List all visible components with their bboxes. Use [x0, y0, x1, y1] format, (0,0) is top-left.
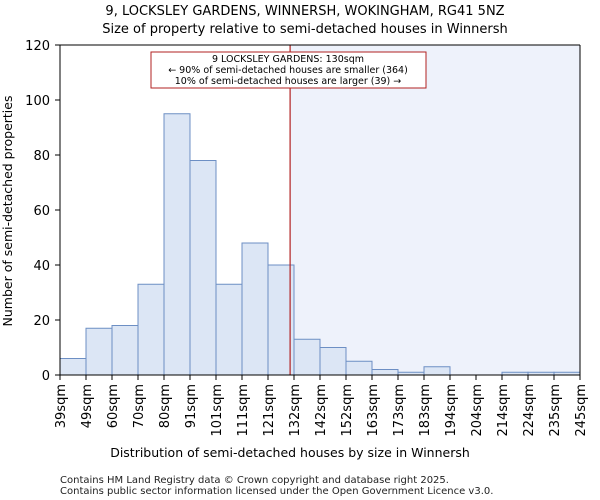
x-tick-label: 224sqm: [522, 384, 537, 437]
bar-132sqm: [293, 338, 321, 376]
x-tick-label: 204sqm: [470, 384, 485, 437]
x-tick-label: 70sqm: [132, 384, 147, 428]
annotation-box: 9 LOCKSLEY GARDENS: 130sqm ← 90% of semi…: [150, 51, 427, 89]
bar-101sqm: [215, 283, 243, 376]
annotation-line-2: ← 90% of semi-detached houses are smalle…: [168, 65, 408, 76]
x-tick-label: 183sqm: [418, 384, 433, 437]
footer-line-1: Contains HM Land Registry data © Crown c…: [60, 475, 449, 486]
y-tick-label: 100: [25, 94, 50, 109]
x-tick-label: 142sqm: [314, 384, 329, 437]
x-tick-label: 80sqm: [158, 384, 173, 428]
annotation-frame: [150, 51, 427, 89]
x-axis-label: Distribution of semi-detached houses by …: [110, 445, 470, 460]
y-tick-label: 80: [33, 149, 50, 164]
y-tick-label: 40: [33, 259, 50, 274]
x-tick-label: 60sqm: [106, 384, 121, 428]
chart-title: 9, LOCKSLEY GARDENS, WINNERSH, WOKINGHAM…: [105, 4, 504, 19]
x-tick-label: 121sqm: [262, 384, 277, 437]
bar-163sqm: [371, 369, 399, 376]
x-tick-label: 49sqm: [80, 384, 95, 428]
y-ticks-group: 0 20 40 60 80 100 120: [25, 39, 60, 384]
bar-39sqm: [59, 358, 87, 376]
footer-line-2: Contains public sector information licen…: [60, 486, 493, 497]
bar-80sqm: [163, 113, 191, 376]
y-tick-label: 120: [25, 39, 50, 54]
annotation-line-3: 10% of semi-detached houses are larger (…: [175, 76, 402, 87]
x-tick-label: 111sqm: [236, 384, 251, 437]
bar-91sqm: [189, 160, 217, 376]
bar-142sqm: [319, 347, 347, 376]
bar-111sqm: [241, 242, 269, 376]
chart-subtitle: Size of property relative to semi-detach…: [102, 22, 508, 37]
bar-152sqm: [345, 360, 373, 376]
y-tick-label: 20: [33, 314, 50, 329]
x-tick-label: 214sqm: [496, 384, 511, 437]
bar-60sqm: [111, 325, 139, 376]
x-tick-label: 132sqm: [288, 384, 303, 437]
x-tick-label: 173sqm: [392, 384, 407, 437]
x-tick-label: 152sqm: [340, 384, 355, 437]
bar-70sqm: [137, 283, 165, 376]
x-tick-label: 91sqm: [184, 384, 199, 428]
bar-183sqm: [423, 366, 451, 376]
x-ticks-group: 39sqm 49sqm 60sqm 70sqm 80sqm 91sqm 101sqm 111s…: [54, 375, 589, 437]
y-axis-label: Number of semi-detached properties: [0, 96, 15, 327]
shaded-larger-region: [290, 45, 580, 375]
x-tick-label: 235sqm: [548, 384, 563, 437]
bars-group: [59, 113, 581, 376]
x-tick-label: 39sqm: [54, 384, 69, 428]
annotation-line-1: 9 LOCKSLEY GARDENS: 130sqm: [212, 54, 364, 65]
x-tick-label: 101sqm: [210, 384, 225, 437]
x-tick-label: 245sqm: [574, 384, 589, 437]
bar-49sqm: [85, 327, 113, 376]
y-tick-label: 0: [42, 369, 50, 384]
x-tick-label: 194sqm: [444, 384, 459, 437]
x-tick-label: 163sqm: [366, 384, 381, 437]
shaded-region-group: [290, 45, 580, 375]
y-tick-label: 60: [33, 204, 50, 219]
